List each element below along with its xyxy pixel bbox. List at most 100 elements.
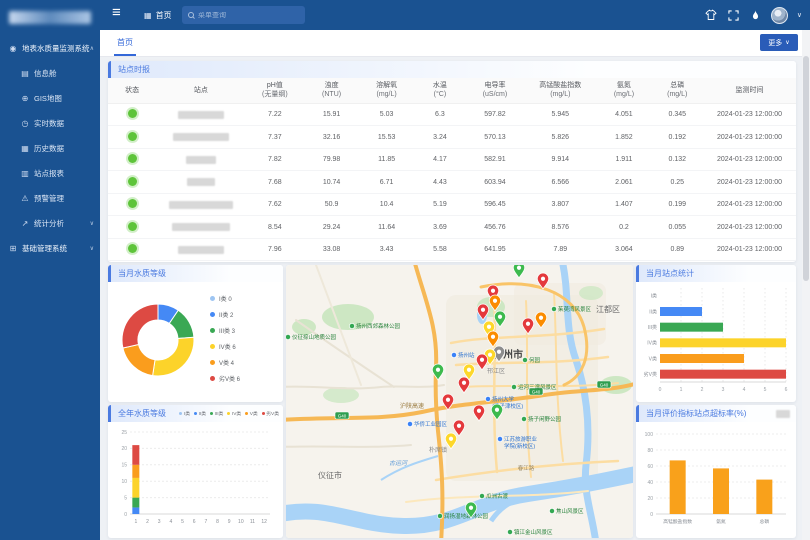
breadcrumb[interactable]: ▦ 首页 <box>144 10 172 21</box>
park-poi-icon <box>511 384 516 389</box>
sidebar: ◉地表水质量监测系统∧▤信息舱⊕GIS地图◷实时数据▦历史数据▥站点报表⚠预警管… <box>0 0 100 540</box>
sidebar-item-gis-map[interactable]: ⊕GIS地图 <box>0 86 100 111</box>
value-cell: 5.945 <box>524 103 596 126</box>
park-poi-icon <box>507 529 512 534</box>
redacted-station-name <box>172 223 230 231</box>
table-header-row: 状态站点pH值(无量纲)浊度(NTU)溶解氧(mg/L)水温(°C)电导率(uS… <box>108 78 796 103</box>
value-cell: 7.62 <box>246 193 304 216</box>
value-cell: 0.345 <box>651 103 703 126</box>
breadcrumb-home: 首页 <box>156 10 172 21</box>
hamburger-menu-icon[interactable]: ≡ <box>112 4 121 21</box>
legend-item: I类 0 <box>210 294 240 303</box>
tab-home[interactable]: 首页 <box>114 30 136 56</box>
value-cell: 0.192 <box>651 126 703 149</box>
svg-text:高锰酸盐指数: 高锰酸盐指数 <box>663 518 692 525</box>
sidebar-item-label: GIS地图 <box>34 93 62 104</box>
value-cell: 1.407 <box>596 193 651 216</box>
blue-poi-icon <box>451 352 456 357</box>
hbar-劣V类 <box>660 370 786 379</box>
sidebar-group-base-management-system[interactable]: ⊞基础管理系统∨ <box>0 236 100 261</box>
sidebar-item-info-hub[interactable]: ▤信息舱 <box>0 61 100 86</box>
svg-text:G40: G40 <box>338 414 347 419</box>
page-scrollbar[interactable] <box>802 30 810 540</box>
status-indicator <box>128 244 137 253</box>
legend-item: I类 <box>179 410 190 417</box>
value-cell: 9.914 <box>524 148 596 171</box>
fullscreen-icon[interactable] <box>727 9 740 22</box>
park-poi-icon <box>286 334 291 339</box>
donut-chart-canvas <box>108 282 208 394</box>
panel-station-hourly-report: 站点时报 状态站点pH值(无量纲)浊度(NTU)溶解氧(mg/L)水温(°C)电… <box>108 61 796 262</box>
chevron-up-icon: ∧ <box>90 45 94 52</box>
svg-text:4: 4 <box>169 519 172 525</box>
sidebar-item-statistics-analysis[interactable]: ↗统计分析∨ <box>0 211 100 236</box>
value-cell: 5.03 <box>359 103 414 126</box>
more-button[interactable]: 更多∨ <box>760 34 798 51</box>
station-cell <box>156 126 245 149</box>
sidebar-item-history-data[interactable]: ▦历史数据 <box>0 136 100 161</box>
value-cell: 4.43 <box>414 171 466 194</box>
column-header: 溶解氧(mg/L) <box>359 78 414 103</box>
value-cell: 7.89 <box>524 238 596 261</box>
svg-text:1: 1 <box>134 519 137 525</box>
value-cell: 79.98 <box>304 148 359 171</box>
redacted-link[interactable] <box>776 410 790 418</box>
sidebar-item-realtime-data[interactable]: ◷实时数据 <box>0 111 100 136</box>
sidebar-item-alert-management[interactable]: ⚠预警管理 <box>0 186 100 211</box>
user-menu-chevron-down-icon[interactable]: ∨ <box>797 11 802 19</box>
value-cell: 11.85 <box>359 148 414 171</box>
map-label: 镇江金山风景区 <box>514 528 553 536</box>
value-cell: 15.53 <box>359 126 414 149</box>
legend-item: 劣V类 6 <box>210 374 240 383</box>
svg-text:劣V类: 劣V类 <box>644 371 657 378</box>
search-input[interactable] <box>198 12 293 19</box>
value-cell: 6.71 <box>359 171 414 194</box>
svg-text:25: 25 <box>121 430 127 436</box>
map-label: 茱萸湾风景区 <box>558 305 592 313</box>
svg-text:5: 5 <box>181 519 184 525</box>
sidebar-item-label: 实时数据 <box>34 118 64 129</box>
svg-text:V类: V类 <box>649 355 657 362</box>
value-cell: 29.24 <box>304 216 359 239</box>
hbar-II类 <box>660 307 702 316</box>
svg-text:40: 40 <box>647 480 653 486</box>
flame-icon[interactable] <box>749 9 762 22</box>
column-header: 高锰酸盐指数(mg/L) <box>524 78 596 103</box>
stacked-bar-segment <box>132 498 139 508</box>
value-cell: 10.4 <box>359 193 414 216</box>
station-report-icon: ▥ <box>20 169 30 178</box>
scrollbar-thumb[interactable] <box>803 56 809 281</box>
svg-text:氨氮: 氨氮 <box>716 518 726 525</box>
statistics-icon: ↗ <box>20 219 30 228</box>
chevron-down-icon: ∨ <box>90 245 94 252</box>
value-cell: 582.91 <box>466 148 524 171</box>
park-poi-icon <box>437 513 442 518</box>
value-cell: 50.9 <box>304 193 359 216</box>
chevron-down-icon: ∨ <box>90 220 94 227</box>
station-cell <box>156 148 245 171</box>
donut-slice-劣V类 <box>122 304 158 348</box>
value-cell: 597.82 <box>466 103 524 126</box>
value-cell: 7.82 <box>246 148 304 171</box>
station-stats-chart-canvas: 0123456I类II类III类IV类V类劣V类 <box>636 282 792 400</box>
stacked-bar-segment <box>132 445 139 465</box>
menu-search[interactable] <box>182 6 305 24</box>
panel-title-station-report: 站点时报 <box>108 61 796 78</box>
redacted-station-name <box>187 178 215 186</box>
value-cell: 6.566 <box>524 171 596 194</box>
map-label: 邗江区 <box>487 367 505 375</box>
value-cell: 0.055 <box>651 216 703 239</box>
status-cell <box>108 148 156 171</box>
status-cell <box>108 103 156 126</box>
panel-title-station-stats: 当月站点统计 <box>636 265 796 282</box>
user-avatar[interactable] <box>771 7 788 24</box>
map-label: 扬州西郊森林公园 <box>356 322 401 330</box>
panel-map: G40G40G40扬州市江都区仪征市邗江区朴席镇沪陕高速春江路古运河扬州西郊森林… <box>286 265 633 538</box>
theme-skin-icon[interactable] <box>705 9 718 22</box>
svg-text:0: 0 <box>659 387 662 393</box>
blue-poi-icon <box>407 421 412 426</box>
value-cell: 7.96 <box>246 238 304 261</box>
map-canvas[interactable]: G40G40G40扬州市江都区仪征市邗江区朴席镇沪陕高速春江路古运河扬州西郊森林… <box>286 265 633 538</box>
sidebar-item-station-report[interactable]: ▥站点报表 <box>0 161 100 186</box>
sidebar-group-surface-water-monitoring-system[interactable]: ◉地表水质量监测系统∧ <box>0 36 100 61</box>
